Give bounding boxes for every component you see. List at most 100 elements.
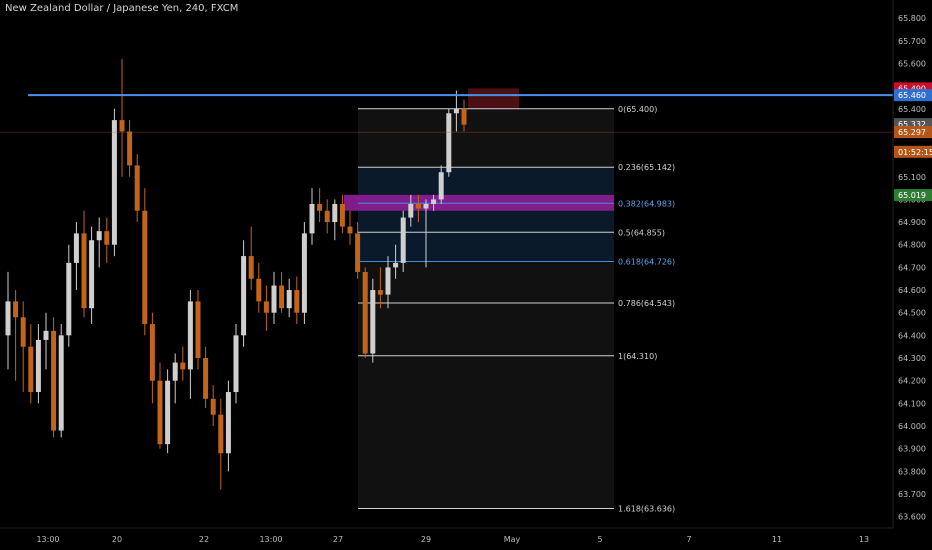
fibonacci-level-label: 0.5(64.855) bbox=[618, 228, 665, 237]
candle-body bbox=[142, 210, 148, 325]
candle bbox=[355, 222, 361, 279]
candle bbox=[461, 99, 467, 132]
candle-body bbox=[13, 301, 19, 318]
candle-body bbox=[248, 256, 254, 279]
candle bbox=[142, 188, 148, 336]
price-badge: 65.297 bbox=[894, 126, 932, 139]
candle bbox=[301, 222, 307, 325]
candle bbox=[180, 346, 186, 381]
candle bbox=[134, 154, 140, 223]
y-tick-label: 64.100 bbox=[898, 399, 926, 408]
x-tick-label: 27 bbox=[333, 535, 343, 544]
candle bbox=[127, 120, 133, 177]
y-tick-label: 64.000 bbox=[898, 422, 926, 431]
candle bbox=[172, 353, 178, 404]
candle bbox=[119, 58, 125, 177]
price-badge-label: 01:52:15 bbox=[898, 148, 932, 157]
candle-body bbox=[286, 290, 292, 309]
candle bbox=[233, 324, 239, 404]
fibonacci-level-label: 0(65.400) bbox=[618, 105, 657, 114]
y-tick-label: 64.400 bbox=[898, 331, 926, 340]
candle-body bbox=[377, 290, 383, 295]
y-tick-label: 64.300 bbox=[898, 354, 926, 363]
candle bbox=[165, 369, 171, 454]
candle bbox=[400, 210, 406, 272]
price-badge-label: 65.460 bbox=[898, 91, 926, 100]
y-tick-label: 64.200 bbox=[898, 377, 926, 386]
candle-body bbox=[256, 278, 262, 302]
candle-body bbox=[347, 226, 353, 234]
candle-body bbox=[400, 217, 406, 263]
y-tick-label: 65.800 bbox=[898, 14, 926, 23]
price-badge: 01:52:15 bbox=[894, 145, 932, 158]
price-badge: 65.019 bbox=[894, 189, 932, 202]
candle bbox=[96, 217, 102, 268]
candle-body bbox=[370, 290, 376, 354]
y-tick-label: 64.800 bbox=[898, 241, 926, 250]
candle-body bbox=[362, 271, 368, 354]
fibonacci-level-label: 0.236(65.142) bbox=[618, 163, 675, 172]
fibonacci-level-label: 1.618(63.636) bbox=[618, 505, 675, 514]
candle-body bbox=[317, 203, 323, 211]
candle bbox=[58, 324, 64, 438]
candle-body bbox=[241, 256, 247, 336]
price-badge-label: 65.332 bbox=[898, 120, 926, 129]
candle bbox=[256, 262, 262, 313]
candle-body bbox=[73, 233, 79, 263]
candle-body bbox=[294, 290, 300, 313]
candle-body bbox=[96, 231, 102, 241]
candle bbox=[241, 240, 247, 347]
candle-body bbox=[81, 233, 87, 309]
candle bbox=[149, 312, 155, 404]
candle-body bbox=[157, 380, 163, 445]
candle-body bbox=[218, 414, 224, 454]
price-badge-box bbox=[894, 145, 932, 158]
y-tick-label: 65.400 bbox=[898, 105, 926, 114]
candle bbox=[393, 244, 399, 279]
candle bbox=[35, 324, 41, 404]
x-tick-label: 13 bbox=[859, 535, 869, 544]
x-tick-label: May bbox=[504, 535, 521, 544]
x-tick-label: 5 bbox=[597, 535, 602, 544]
candle-body bbox=[355, 233, 361, 272]
candle-body bbox=[263, 301, 269, 313]
candle-body bbox=[271, 285, 277, 313]
price-badge-box bbox=[894, 89, 932, 102]
price-badge-box bbox=[894, 189, 932, 202]
y-tick-label: 63.700 bbox=[898, 490, 926, 499]
candle-body bbox=[233, 335, 239, 393]
candle bbox=[408, 194, 414, 227]
fibonacci-level-label: 1(64.310) bbox=[618, 352, 657, 361]
y-tick-label: 65.600 bbox=[898, 59, 926, 68]
candle-body bbox=[180, 362, 186, 370]
fibonacci-level-label: 0.382(64.983) bbox=[618, 199, 675, 208]
price-badge: 65.460 bbox=[894, 89, 932, 102]
candle-body bbox=[408, 203, 414, 218]
candle-body bbox=[309, 203, 315, 234]
candle-body bbox=[195, 301, 201, 359]
candle bbox=[43, 312, 49, 370]
candle-body bbox=[187, 301, 193, 370]
y-tick-label: 65.700 bbox=[898, 37, 926, 46]
y-tick-label: 64.500 bbox=[898, 309, 926, 318]
candle-body bbox=[431, 199, 437, 204]
price-badge-label: 65.019 bbox=[898, 191, 926, 200]
candle-body bbox=[438, 172, 444, 200]
candle bbox=[203, 346, 209, 408]
x-tick-label: 13:00 bbox=[36, 535, 59, 544]
candle bbox=[453, 90, 459, 132]
candle bbox=[332, 199, 338, 241]
candle-body bbox=[324, 210, 330, 223]
y-tick-label: 63.800 bbox=[898, 467, 926, 476]
candle bbox=[28, 324, 34, 404]
y-tick-label: 63.600 bbox=[898, 513, 926, 522]
candle-body bbox=[28, 346, 34, 393]
candle-body bbox=[111, 120, 117, 245]
candle bbox=[271, 271, 277, 325]
candle-body bbox=[332, 203, 338, 223]
y-tick-label: 64.700 bbox=[898, 263, 926, 272]
candle-body bbox=[149, 324, 155, 381]
candle bbox=[218, 398, 224, 490]
fibonacci-level-label: 0.618(64.726) bbox=[618, 258, 675, 267]
